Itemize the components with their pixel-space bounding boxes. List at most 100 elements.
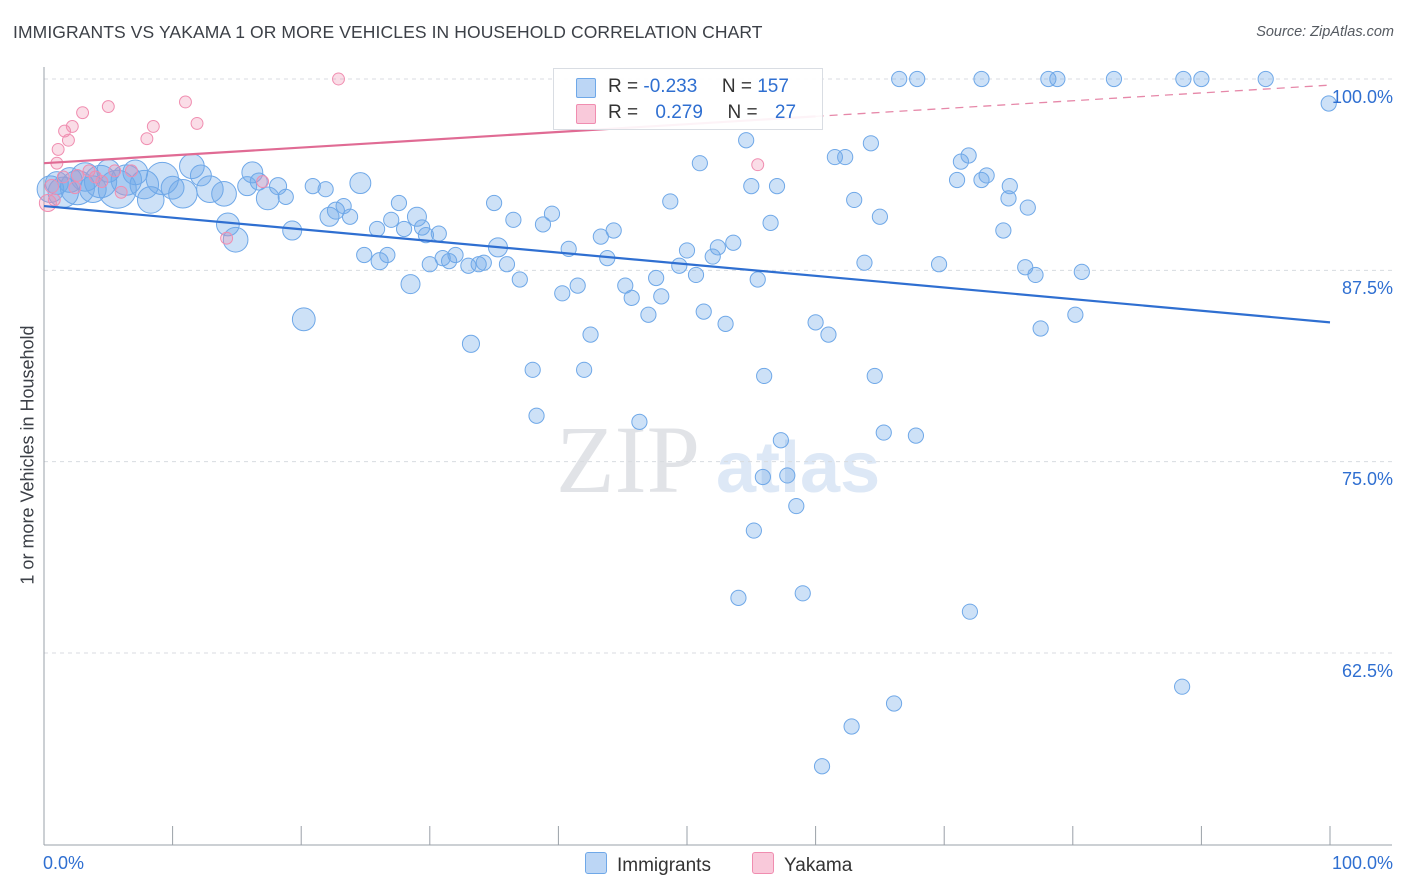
immigrants-point: [576, 361, 593, 378]
immigrants-point: [717, 315, 734, 333]
yakama-point: [44, 178, 60, 194]
immigrants-point: [277, 188, 294, 205]
immigrants-point: [554, 285, 571, 302]
y-tick-label: 62.5%: [1341, 661, 1393, 681]
yakama-point: [256, 175, 270, 189]
immigrants-point: [743, 178, 760, 195]
yakama-point: [88, 170, 102, 184]
immigrants-point: [461, 334, 481, 353]
immigrants-point: [460, 257, 477, 274]
immigrants-point: [856, 254, 873, 271]
yakama-point: [61, 133, 75, 147]
y-tick-label: 100.0%: [1331, 87, 1393, 107]
immigrants-point: [447, 246, 464, 264]
immigrants-point: [662, 193, 679, 210]
immigrants-point: [341, 208, 359, 225]
r-label: R =: [608, 102, 639, 123]
immigrants-point: [907, 427, 925, 444]
immigrants-point: [1027, 266, 1044, 284]
yakama-point: [124, 164, 138, 178]
yakama-point: [56, 170, 70, 184]
immigrants-point: [930, 256, 948, 273]
immigrants-point: [417, 227, 435, 244]
immigrants-point: [498, 256, 516, 273]
immigrants-point: [745, 522, 762, 539]
immigrants-point: [326, 201, 345, 220]
yakama-point: [108, 164, 122, 178]
immigrants-point: [909, 70, 926, 88]
immigrants-point: [430, 225, 447, 242]
immigrants-point: [1105, 70, 1123, 88]
immigrants-point: [648, 269, 665, 287]
immigrants-point: [807, 314, 824, 331]
y-tick-label: 75.0%: [1341, 469, 1393, 489]
immigrants-point: [640, 306, 657, 323]
immigrants-point: [671, 257, 688, 274]
immigrants-point: [885, 695, 903, 712]
y-tick-label: 87.5%: [1341, 278, 1393, 298]
immigrants-point: [349, 172, 372, 195]
immigrants-point: [623, 289, 640, 306]
immigrants-point: [1001, 178, 1018, 195]
immigrants-point: [749, 271, 766, 288]
immigrants-point: [695, 303, 712, 320]
immigrants-point: [1320, 95, 1337, 112]
immigrants-point: [211, 180, 237, 207]
yakama-point: [146, 120, 160, 133]
immigrants-point: [843, 718, 860, 735]
legend-label: Immigrants: [617, 855, 711, 876]
immigrants-point: [189, 164, 212, 187]
yakama-point: [101, 100, 115, 114]
yakama-point: [95, 175, 109, 189]
immigrants-point: [505, 211, 522, 228]
immigrants-point: [196, 175, 224, 204]
immigrants-point: [160, 175, 185, 200]
immigrants-point: [356, 246, 373, 264]
immigrants-point: [528, 407, 545, 424]
legend-item-immigrants[interactable]: Immigrants: [585, 852, 711, 877]
yakama-point: [70, 168, 84, 182]
immigrants-point: [1000, 190, 1017, 207]
immigrants-point: [395, 220, 413, 238]
watermark-zip: ZIP: [556, 406, 700, 513]
r-value: 0.279: [655, 102, 703, 123]
immigrants-point: [762, 214, 779, 231]
immigrants-point: [871, 208, 889, 225]
immigrants-point: [1257, 70, 1274, 88]
immigrants-point: [222, 226, 249, 253]
immigrants-point: [687, 266, 705, 284]
immigrants-point: [486, 194, 503, 212]
immigrants-point: [237, 176, 258, 197]
immigrants-point: [136, 186, 165, 214]
immigrants-point: [291, 307, 316, 332]
yakama-point: [332, 72, 345, 86]
immigrants-swatch: [576, 78, 596, 98]
immigrants-point: [973, 70, 990, 88]
y-axis-title: 1 or more Vehicles in Household: [17, 325, 38, 585]
immigrants-point: [255, 186, 280, 211]
yakama-point: [114, 185, 128, 199]
immigrants-point: [1067, 306, 1084, 323]
immigrants-point: [605, 222, 622, 239]
immigrants-point: [961, 603, 979, 620]
yakama-point: [220, 231, 234, 245]
yakama-point: [179, 95, 192, 109]
immigrants-point: [730, 589, 747, 606]
immigrants-point: [768, 178, 786, 195]
yakama-point: [751, 158, 765, 172]
immigrants-point: [837, 148, 854, 166]
r-value: -0.233: [643, 76, 698, 97]
immigrants-point: [794, 585, 811, 602]
immigrants-point: [129, 169, 160, 200]
immigrants-point: [400, 274, 421, 295]
immigrants-point: [379, 246, 396, 264]
immigrants-point: [846, 191, 863, 209]
n-label: N =: [727, 102, 758, 123]
immigrants-point: [383, 211, 400, 228]
immigrants-point: [891, 70, 908, 88]
yakama-point: [190, 116, 204, 130]
immigrants-point: [511, 271, 528, 288]
immigrants-point: [978, 167, 995, 184]
legend-item-yakama[interactable]: Yakama: [752, 852, 852, 877]
immigrants-point: [813, 758, 831, 775]
